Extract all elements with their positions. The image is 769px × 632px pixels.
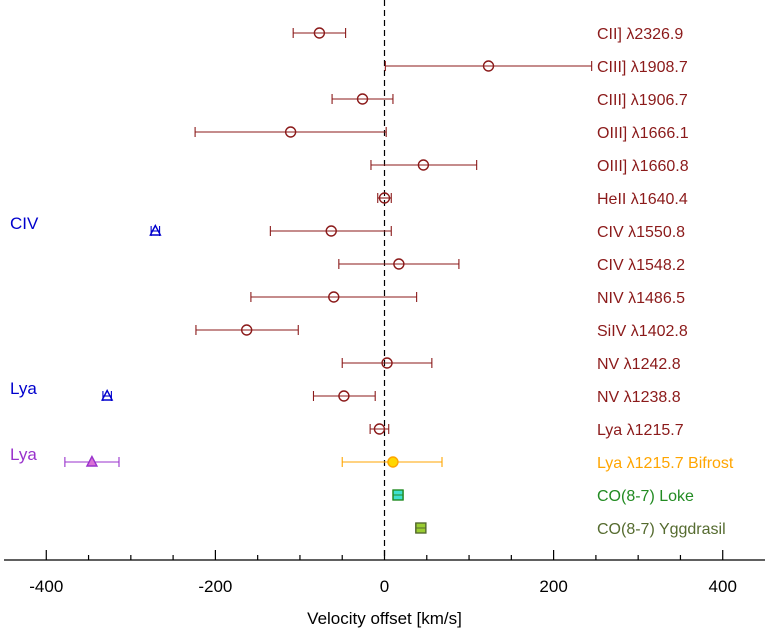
x-tick-label: 0	[380, 577, 389, 596]
row-nv-1242-8: NV λ1242.8	[341, 356, 681, 373]
row-lya-1215-7-bifrost-label: Lya λ1215.7 Bifrost	[597, 455, 734, 472]
row-civ-1548-2-label: CIV λ1548.2	[597, 257, 685, 274]
row-oiii-1660-8: OIII] λ1660.8	[370, 158, 689, 175]
row-oiii-1666-1-marker	[284, 126, 297, 138]
x-axis-label: Velocity offset [km/s]	[307, 609, 462, 628]
row-civ-1550-8-marker	[325, 225, 337, 237]
row-lya-1215-7: Lya λ1215.7	[369, 422, 684, 439]
row-oiii-1666-1-label: OIII] λ1666.1	[597, 125, 689, 142]
extra-lya-1-label: Lya	[10, 379, 37, 398]
extra-lya-2-label: Lya	[10, 445, 37, 464]
row-oiii-1666-1: OIII] λ1666.1	[194, 125, 689, 142]
row-civ-1550-8-label: CIV λ1550.8	[597, 224, 685, 241]
row-nv-1238-8-marker	[338, 390, 350, 402]
row-lya-1215-7-bifrost: Lya λ1215.7 Bifrost	[341, 455, 734, 472]
row-civ-1548-2-marker	[393, 258, 405, 270]
row-co-8-7-loke: CO(8-7) Loke	[392, 488, 694, 505]
row-lya-1215-7-label: Lya λ1215.7	[597, 422, 684, 439]
row-heii-1640-4-marker	[378, 192, 391, 204]
row-niv-1486-5-marker	[328, 291, 340, 303]
x-axis-ticks: -400 -200 0 200 400	[29, 550, 737, 596]
row-cii-2326-9-marker	[313, 27, 326, 39]
extra-lya-1-marker	[100, 388, 114, 401]
row-co-8-7-yggdrasil-label: CO(8-7) Yggdrasil	[597, 521, 726, 538]
row-siiv-1402-8-marker	[240, 324, 253, 336]
x-tick-label: -400	[29, 577, 63, 596]
row-lya-1215-7-bifrost-marker	[387, 456, 399, 468]
row-siiv-1402-8: SiIV λ1402.8	[195, 323, 688, 340]
row-cii-2326-9-label: CII] λ2326.9	[597, 26, 683, 43]
row-ciii-1906-7: CIII] λ1906.7	[331, 92, 688, 109]
row-heii-1640-4-label: HeII λ1640.4	[597, 191, 688, 208]
x-tick-label: 200	[539, 577, 567, 596]
row-ciii-1908-7-label: CIII] λ1908.7	[597, 59, 688, 76]
row-nv-1238-8: NV λ1238.8	[312, 389, 681, 406]
row-nv-1238-8-label: NV λ1238.8	[597, 389, 681, 406]
row-siiv-1402-8-label: SiIV λ1402.8	[597, 323, 688, 340]
row-oiii-1660-8-marker	[417, 159, 430, 171]
row-oiii-1660-8-label: OIII] λ1660.8	[597, 158, 689, 175]
extra-civ-0: CIV	[10, 214, 162, 236]
row-ciii-1906-7-marker	[356, 93, 369, 105]
row-ciii-1906-7-label: CIII] λ1906.7	[597, 92, 688, 109]
row-ciii-1908-7-marker	[482, 60, 495, 72]
extra-civ-0-label: CIV	[10, 214, 39, 233]
extra-series: CIV Lya Lya	[10, 214, 162, 467]
data-rows: CII] λ2326.9 CIII] λ1908.7 CIII] λ1906.7 OI…	[194, 26, 734, 538]
row-heii-1640-4: HeII λ1640.4	[377, 191, 688, 208]
row-niv-1486-5: NIV λ1486.5	[250, 290, 685, 307]
row-civ-1550-8: CIV λ1550.8	[269, 224, 685, 241]
row-lya-1215-7-marker	[373, 423, 386, 435]
row-niv-1486-5-label: NIV λ1486.5	[597, 290, 685, 307]
x-tick-label: -200	[198, 577, 232, 596]
row-nv-1242-8-marker	[381, 357, 393, 369]
row-cii-2326-9: CII] λ2326.9	[292, 26, 683, 43]
extra-civ-0-marker	[149, 223, 162, 236]
x-axis: -400 -200 0 200 400	[4, 550, 765, 596]
row-co-8-7-yggdrasil: CO(8-7) Yggdrasil	[415, 521, 726, 538]
row-co-8-7-loke-label: CO(8-7) Loke	[597, 488, 694, 505]
row-ciii-1908-7: CIII] λ1908.7	[384, 59, 688, 76]
x-tick-label: 400	[709, 577, 737, 596]
extra-lya-2-marker	[85, 454, 99, 467]
extra-lya-1: Lya	[10, 379, 114, 401]
extra-lya-2: Lya	[10, 445, 120, 467]
plot-area: CII] λ2326.9 CIII] λ1908.7 CIII] λ1906.7 OI…	[10, 0, 734, 560]
row-nv-1242-8-label: NV λ1242.8	[597, 356, 681, 373]
row-civ-1548-2: CIV λ1548.2	[338, 257, 685, 274]
